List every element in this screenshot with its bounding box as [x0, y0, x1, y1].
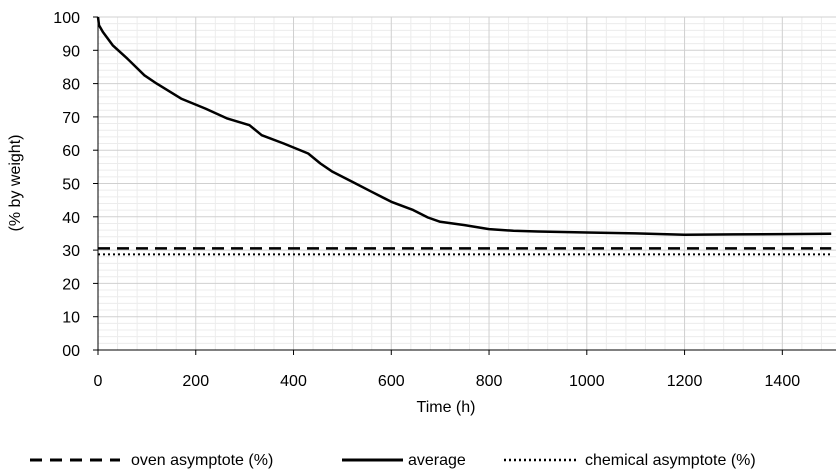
- legend-item-average: average: [342, 452, 466, 469]
- y-tick-label: 60: [62, 143, 80, 160]
- y-tick-label: 80: [62, 77, 80, 94]
- y-tick-labels: 00 10 20 30 40 50 60 70 80 90 100: [53, 10, 80, 360]
- axes: [93, 16, 836, 355]
- y-tick-label: 10: [62, 310, 80, 327]
- x-axis-title: Time (h): [417, 399, 476, 416]
- x-tick-label: 1000: [569, 373, 605, 390]
- x-tick-label: 800: [476, 373, 503, 390]
- y-tick-label: 70: [62, 110, 80, 127]
- legend: oven asymptote (%) average chemical asym…: [30, 452, 756, 469]
- x-tick-label: 1400: [765, 373, 801, 390]
- major-gridlines: [98, 16, 836, 350]
- series-layer: [96, 16, 832, 256]
- legend-label-chemical: chemical asymptote (%): [585, 452, 756, 469]
- legend-item-oven: oven asymptote (%): [30, 452, 273, 469]
- y-tick-label: 00: [62, 343, 80, 360]
- y-tick-label: 30: [62, 243, 80, 260]
- y-tick-label: 50: [62, 177, 80, 194]
- x-tick-label: 600: [378, 373, 405, 390]
- x-tick-label: 1200: [667, 373, 703, 390]
- legend-item-chemical: chemical asymptote (%): [504, 452, 756, 469]
- x-tick-label: 200: [182, 373, 209, 390]
- legend-label-oven: oven asymptote (%): [131, 452, 273, 469]
- minor-gridlines: [98, 17, 836, 350]
- legend-label-average: average: [408, 452, 466, 469]
- x-tick-labels: 0 200 400 600 800 1000 1200 1400: [94, 373, 801, 390]
- y-tick-label: 20: [62, 276, 80, 293]
- y-tick-label: 100: [53, 10, 80, 27]
- x-tick-label: 400: [280, 373, 307, 390]
- x-tick-label: 0: [94, 373, 103, 390]
- y-axis-title: (% by weight): [7, 135, 24, 232]
- y-tick-label: 40: [62, 210, 80, 227]
- y-tick-label: 90: [62, 43, 80, 60]
- series-line-1: [96, 16, 832, 237]
